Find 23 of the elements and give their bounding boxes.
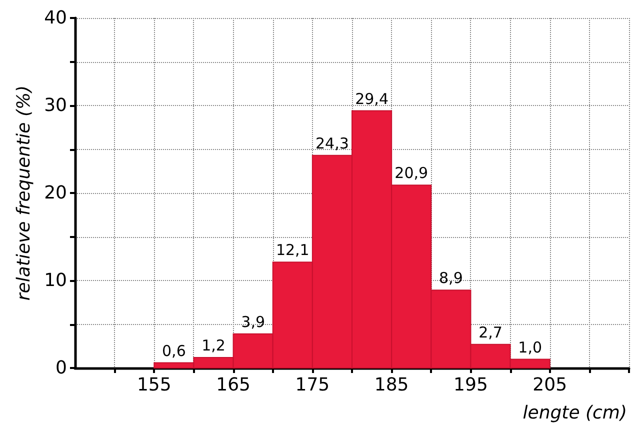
data-label: 1,0: [518, 338, 542, 356]
x-tick-label: 165: [216, 374, 250, 396]
x-axis-title: lengte (cm): [522, 402, 627, 424]
data-label: 12,1: [276, 241, 310, 260]
y-tick-label: 30: [44, 95, 67, 116]
data-label: 8,9: [439, 269, 463, 288]
y-tick-label: 40: [44, 8, 67, 28]
x-tick-label: 185: [374, 374, 409, 396]
x-tick-label: 175: [295, 374, 330, 396]
data-label: 29,4: [355, 90, 388, 108]
y-axis-title: relatieve frequentie (%): [14, 85, 34, 301]
data-label: 3,9: [241, 312, 265, 331]
x-tick-label: 155: [136, 374, 172, 396]
x-tick-label: 205: [532, 374, 568, 396]
y-tick-label: 0: [56, 358, 67, 378]
y-tick-label: 20: [44, 182, 67, 204]
data-label: 2,7: [478, 323, 502, 342]
x-tick-label: 195: [454, 374, 488, 396]
data-label: 1,2: [202, 336, 226, 354]
data-label: 20,9: [394, 164, 428, 182]
y-tick-label: 10: [44, 270, 67, 291]
data-label: 24,3: [316, 134, 349, 152]
data-label: 0,6: [162, 342, 186, 360]
